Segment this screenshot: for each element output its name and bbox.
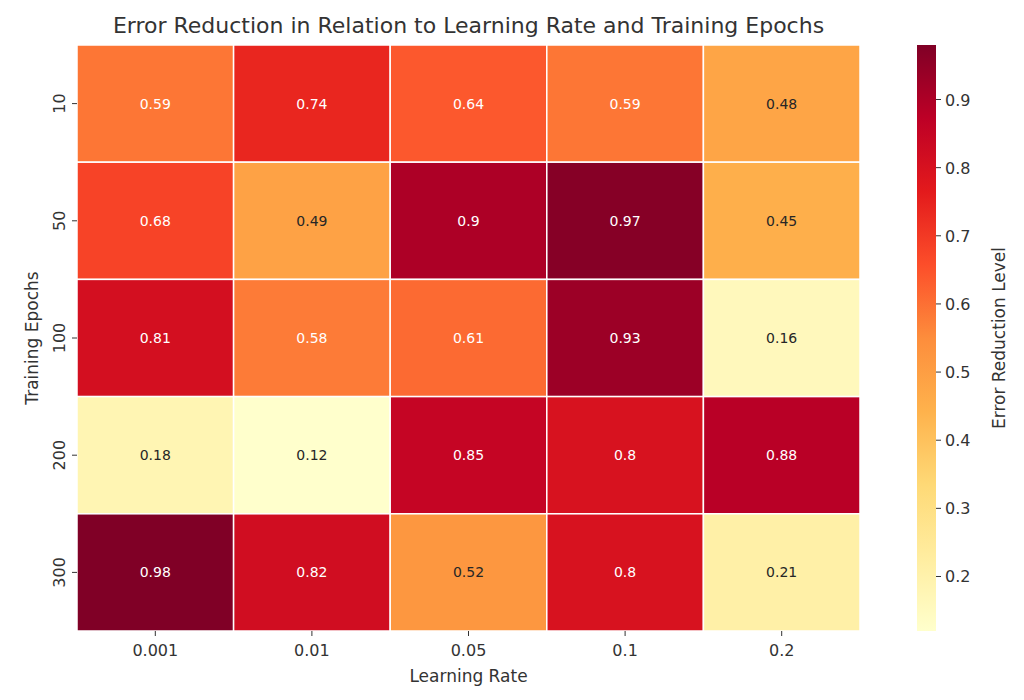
cell-label: 0.59 <box>140 96 171 112</box>
cell-label: 0.16 <box>766 330 797 346</box>
heatmap-cell <box>390 397 547 514</box>
colorbar-label: Error Reduction Level <box>989 247 1009 429</box>
colorbar-tick-label: 0.5 <box>945 363 970 382</box>
x-tick-label: 0.01 <box>294 641 330 660</box>
heatmap-cell <box>234 397 391 514</box>
colorbar-tick <box>936 303 941 304</box>
colorbar-tick <box>936 372 941 373</box>
heatmap-cell <box>77 45 234 162</box>
heatmap-cell <box>390 279 547 396</box>
cell-label: 0.52 <box>453 564 484 580</box>
x-tick <box>311 631 312 636</box>
cells <box>77 45 860 631</box>
cell-label: 0.93 <box>610 330 641 346</box>
cell-label: 0.82 <box>296 564 327 580</box>
y-tick-label: 10 <box>50 93 69 113</box>
cell-label: 0.18 <box>140 447 171 463</box>
x-tick <box>155 631 156 636</box>
chart-svg: Error Reduction in Relation to Learning … <box>0 0 1024 700</box>
heatmap-cell <box>390 162 547 279</box>
heatmap-cell <box>77 514 234 631</box>
cell-label: 0.45 <box>766 213 797 229</box>
colorbar-tick <box>936 576 941 577</box>
cell-label: 0.58 <box>296 330 327 346</box>
cell-label: 0.64 <box>453 96 484 112</box>
y-axis-label: Training Epochs <box>22 271 42 406</box>
x-tick <box>468 631 469 636</box>
x-tick <box>781 631 782 636</box>
x-tick-label: 0.05 <box>451 641 487 660</box>
axes: 0.001 0.01 0.05 0.1 0.2 10 50 100 200 300 <box>50 93 794 660</box>
chart-container: Error Reduction in Relation to Learning … <box>0 0 1024 700</box>
y-tick-label: 100 <box>50 323 69 354</box>
heatmap-cell <box>77 279 234 396</box>
y-tick <box>72 103 77 104</box>
heatmap-cell <box>77 162 234 279</box>
heatmap-cell <box>390 45 547 162</box>
colorbar-tick <box>936 235 941 236</box>
x-axis-label: Learning Rate <box>409 666 527 686</box>
colorbar-tick-label: 0.3 <box>945 499 970 518</box>
y-tick-label: 200 <box>50 440 69 471</box>
cell-label: 0.59 <box>610 96 641 112</box>
colorbar-tick <box>936 440 941 441</box>
colorbar-tick <box>936 508 941 509</box>
cell-label: 0.74 <box>296 96 327 112</box>
heatmap-cell <box>234 514 391 631</box>
heatmap-cell <box>547 279 704 396</box>
y-tick-label: 300 <box>50 557 69 588</box>
heatmap-cell <box>703 162 860 279</box>
cell-label: 0.85 <box>453 447 484 463</box>
cell-label: 0.68 <box>140 213 171 229</box>
heatmap-cell <box>390 514 547 631</box>
x-tick-label: 0.1 <box>612 641 637 660</box>
colorbar-tick-label: 0.4 <box>945 431 970 450</box>
cell-label: 0.61 <box>453 330 484 346</box>
heatmap-cell <box>234 45 391 162</box>
colorbar-tick-label: 0.2 <box>945 567 970 586</box>
x-tick-label: 0.2 <box>769 641 794 660</box>
cell-labels: 0.59 0.74 0.64 0.59 0.48 0.68 0.49 0.9 0.97 0.45 0… <box>140 96 798 581</box>
y-tick <box>72 455 77 456</box>
heatmap-cell <box>547 397 704 514</box>
colorbar: 0.2 0.3 0.4 0.5 0.6 0.7 0.8 0.9 Error Reduction … <box>917 45 1009 631</box>
cell-label: 0.48 <box>766 96 797 112</box>
colorbar-tick <box>936 99 941 100</box>
cell-label: 0.97 <box>610 213 641 229</box>
y-tick <box>72 220 77 221</box>
heatmap-cell <box>234 162 391 279</box>
cell-label: 0.98 <box>140 564 171 580</box>
heatmap-cell <box>77 397 234 514</box>
colorbar-scale <box>917 45 936 631</box>
y-tick <box>72 338 77 339</box>
heatmap-cell <box>234 279 391 396</box>
cell-label: 0.21 <box>766 564 797 580</box>
heatmap-cell <box>547 514 704 631</box>
colorbar-tick-label: 0.8 <box>945 159 970 178</box>
heatmap-cell <box>703 514 860 631</box>
heatmap-cell <box>547 45 704 162</box>
heatmap-cell <box>703 397 860 514</box>
heatmap-cell <box>703 45 860 162</box>
colorbar-tick-label: 0.7 <box>945 227 970 246</box>
x-tick-label: 0.001 <box>132 641 178 660</box>
x-tick <box>625 631 626 636</box>
cell-label: 0.9 <box>457 213 479 229</box>
cell-label: 0.88 <box>766 447 797 463</box>
cell-label: 0.81 <box>140 330 171 346</box>
colorbar-tick <box>936 167 941 168</box>
cell-label: 0.12 <box>296 447 327 463</box>
colorbar-tick-label: 0.9 <box>945 91 970 110</box>
cell-label: 0.49 <box>296 213 327 229</box>
y-tick <box>72 572 77 573</box>
heatmap-cell <box>547 162 704 279</box>
heatmap-cell <box>703 279 860 396</box>
cell-label: 0.8 <box>614 564 636 580</box>
cell-label: 0.8 <box>614 447 636 463</box>
chart-title: Error Reduction in Relation to Learning … <box>113 13 824 38</box>
colorbar-tick-label: 0.6 <box>945 295 970 314</box>
y-tick-label: 50 <box>50 211 69 231</box>
